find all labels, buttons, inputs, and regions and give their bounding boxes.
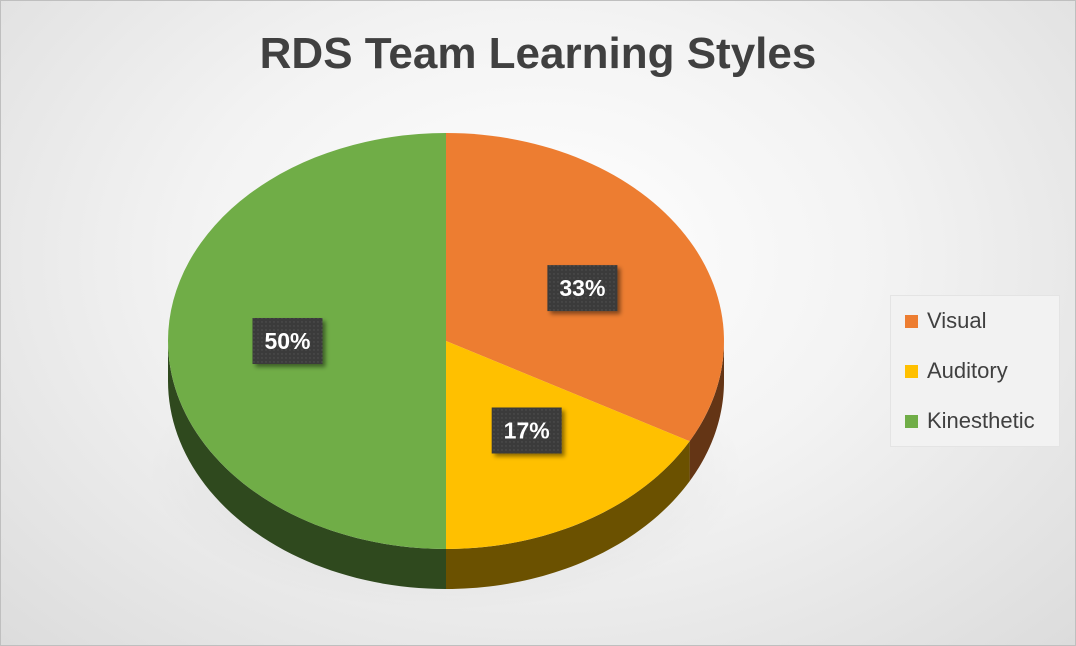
legend-label-auditory: Auditory (927, 358, 1008, 383)
data-label-box-kinesthetic (252, 318, 323, 364)
legend-label-visual: Visual (927, 308, 987, 333)
pie-side-kinesthetic (168, 341, 446, 589)
legend-swatch-visual (905, 314, 918, 328)
pie-side-visual (689, 341, 724, 482)
data-label-visual: 33% (547, 265, 618, 312)
chart-title: RDS Team Learning Styles (259, 29, 817, 78)
legend-item-visual: Visual (905, 306, 987, 336)
legend-label-kinesthetic: Kinesthetic (927, 408, 1035, 433)
legend-swatch-kinesthetic (905, 414, 918, 428)
data-label-text-visual: 33% (559, 275, 605, 301)
legend-swatch-auditory (905, 364, 918, 378)
pie-side-auditory (446, 441, 690, 589)
legend-item-auditory: Auditory (905, 356, 1008, 386)
data-label-text-auditory: 17% (504, 418, 550, 444)
data-label-box-auditory (491, 407, 562, 454)
legend-item-kinesthetic: Kinesthetic (905, 406, 1035, 436)
legend: Visual Auditory Kinesthetic (890, 295, 1060, 447)
data-label-kinesthetic: 50% (252, 318, 323, 364)
data-label-text-kinesthetic: 50% (264, 328, 310, 354)
data-label-box-visual (547, 265, 618, 312)
data-label-auditory: 17% (491, 407, 562, 454)
pie-slice-auditory (446, 341, 690, 549)
